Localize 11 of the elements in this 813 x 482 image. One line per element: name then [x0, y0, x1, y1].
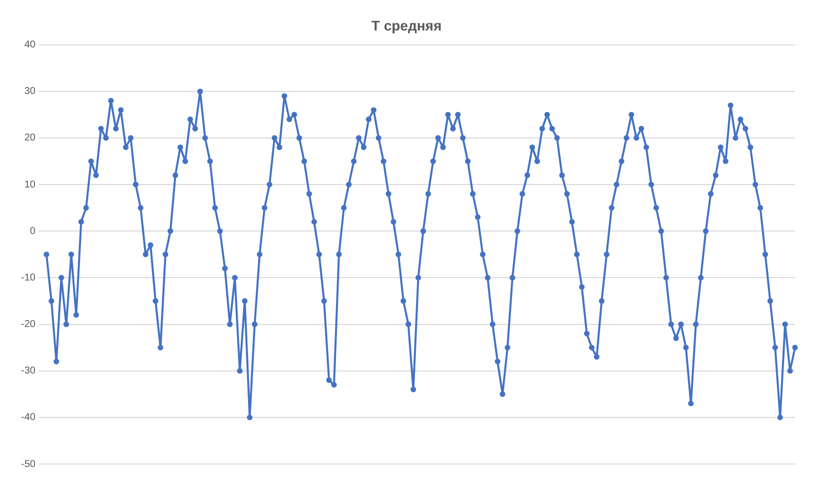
y-tick-label: -10	[21, 272, 36, 284]
y-tick-label: 10	[24, 179, 36, 190]
chart-title: T средняя	[371, 17, 442, 34]
y-tick-label: -20	[21, 319, 36, 330]
y-tick-label: -30	[21, 366, 36, 377]
y-tick-label: 30	[24, 86, 36, 98]
y-tick-label: 0	[30, 226, 36, 237]
y-tick-label: -40	[21, 412, 36, 424]
y-tick-label: -50	[21, 458, 36, 470]
y-tick-label: 40	[24, 40, 36, 51]
y-tick-label: 20	[24, 132, 36, 144]
